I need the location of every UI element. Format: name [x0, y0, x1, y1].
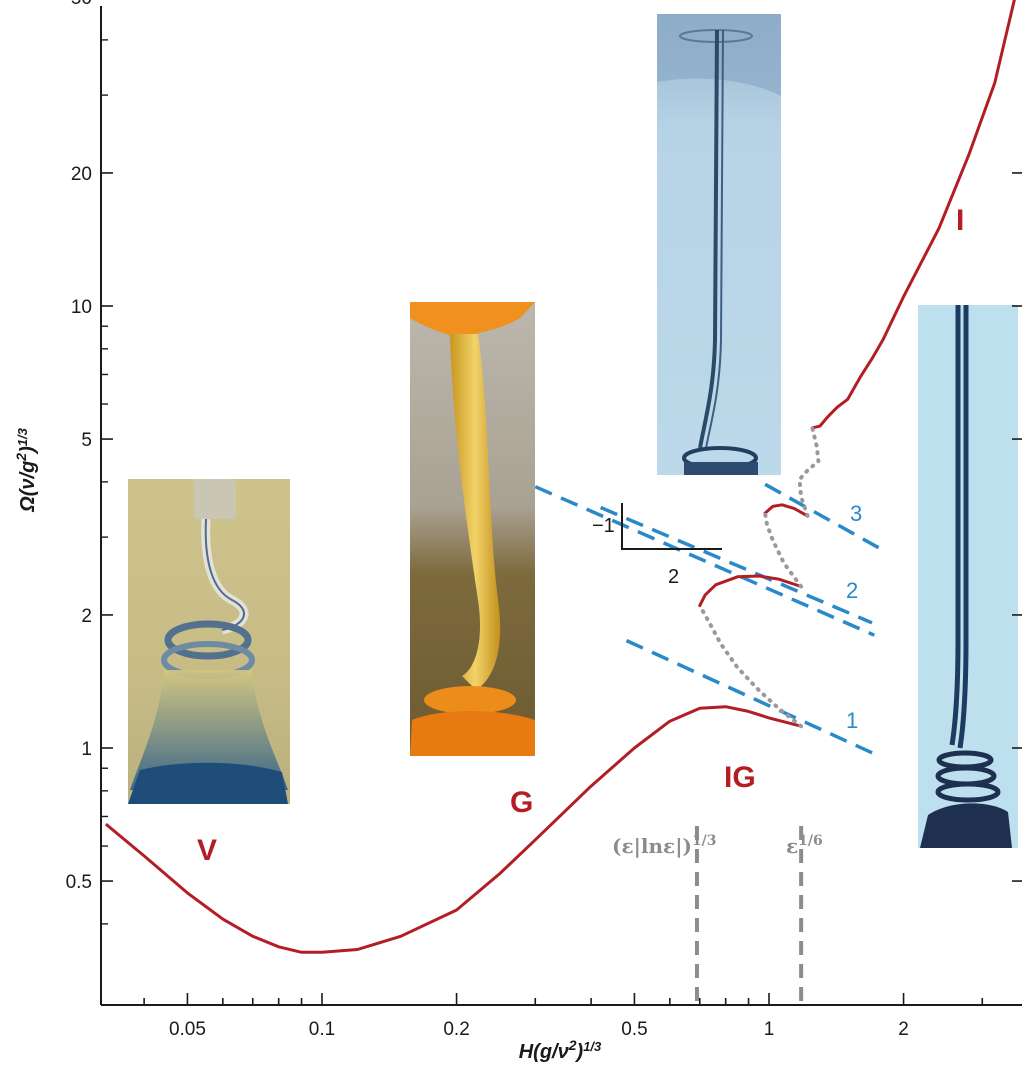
vline-label-right: ε1/6	[786, 833, 823, 858]
x-tick-label-3: 0.5	[621, 1019, 647, 1040]
x-tick-label-5: 2	[898, 1019, 909, 1040]
y-tick-label-1: 1	[81, 739, 92, 760]
asymptote-line-1	[599, 505, 873, 625]
asymptote-label-2: 2	[846, 578, 858, 603]
regime-label-g: G	[510, 786, 533, 819]
regime-label-v: V	[197, 834, 217, 867]
series-branch-2-1	[698, 574, 803, 608]
y-tick-label-3: 5	[81, 430, 92, 451]
slope-marker: −1 2	[592, 503, 722, 588]
photo-inertial-coil-right	[918, 305, 1018, 848]
y-tick-label-2: 2	[81, 606, 92, 627]
y-tick-label-4: 10	[71, 297, 92, 318]
photo-gravitational-coil	[410, 302, 535, 756]
asymptote-line-3	[764, 482, 882, 551]
vline-label-left: (ε|lnε|)1/3	[612, 833, 717, 858]
x-tick-label-1: 0.1	[309, 1019, 335, 1040]
photo-inertial-long-tail	[657, 14, 781, 475]
series-branch-3-2	[763, 503, 810, 518]
regime-label-ig: IG	[724, 761, 756, 794]
series-unstable-connection-6	[797, 425, 821, 518]
x-tick-label-0: 0.05	[169, 1019, 206, 1040]
series-unstable-connection-5	[763, 511, 804, 589]
y-axis-title: Ω(ν/g2)1/3	[13, 427, 39, 512]
slope-run-label: 2	[668, 566, 679, 588]
photo-viscous-coil	[128, 479, 290, 804]
y-tick-label-6: 50	[71, 0, 92, 9]
slope-rise-label: −1	[592, 515, 615, 537]
series-unstable-connection-4	[697, 603, 804, 729]
x-axis-title: H(g/ν2)1/3	[519, 1037, 602, 1063]
y-tick-label-5: 20	[71, 164, 92, 185]
asymptote-line-0	[625, 639, 876, 756]
x-tick-label-4: 1	[764, 1019, 775, 1040]
series-main-branch-0	[105, 705, 803, 954]
asymptote-label-3: 3	[850, 501, 862, 526]
y-tick-label-0: 0.5	[66, 872, 92, 893]
series-inertial-branch-3	[810, 0, 1016, 430]
asymptote-label-1: 1	[846, 708, 858, 733]
x-tick-label-2: 0.2	[443, 1019, 469, 1040]
asymptote-line-2	[534, 485, 876, 637]
regime-label-i: I	[956, 204, 964, 237]
